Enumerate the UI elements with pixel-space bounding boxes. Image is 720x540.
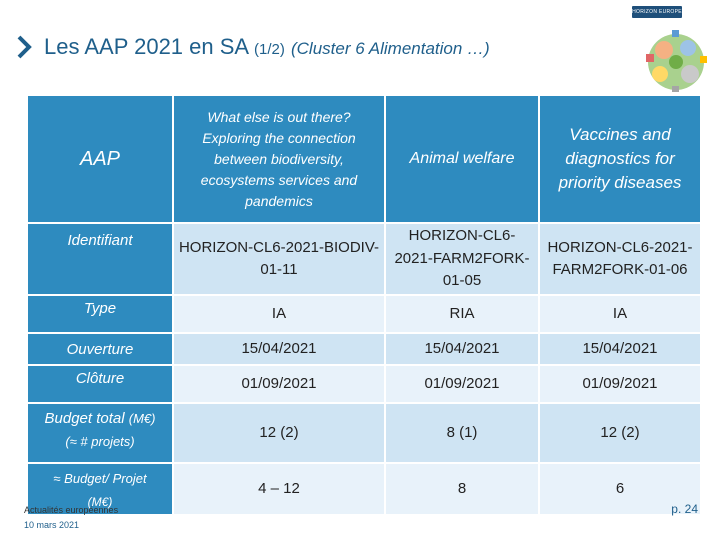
type-2: RIA: [386, 296, 538, 332]
budget-total-label: Budget total: [44, 410, 125, 427]
budget-total-2: 8 (1): [386, 404, 538, 462]
table-row-cloture: Clôture 01/09/2021 01/09/2021 01/09/2021: [28, 366, 700, 402]
table-row-budget-projet: ≈ Budget/ Projet (M€) 4 – 12 8 6: [28, 464, 700, 514]
title-cluster: (Cluster 6 Alimentation …): [290, 39, 490, 58]
title-main: Les AAP 2021 en SA: [44, 34, 248, 59]
table-row-budget-total: Budget total (M€) (≈ # projets) 12 (2) 8…: [28, 404, 700, 462]
budget-projet-2: 8: [386, 464, 538, 514]
cloture-1: 01/09/2021: [174, 366, 384, 402]
budget-projet-label: ≈ Budget/ Projet: [53, 471, 147, 486]
call-title-3: Vaccines and diagnostics for priority di…: [540, 96, 700, 222]
table-row-ouverture: Ouverture 15/04/2021 15/04/2021 15/04/20…: [28, 334, 700, 364]
table-header-row: AAP What else is out there? Exploring th…: [28, 96, 700, 222]
identifiant-1: HORIZON-CL6-2021-BIODIV-01-11: [174, 224, 384, 294]
ouverture-3: 15/04/2021: [540, 334, 700, 364]
budget-total-1: 12 (2): [174, 404, 384, 462]
row-label-budget-total: Budget total (M€) (≈ # projets): [28, 404, 172, 462]
horizon-europe-badge: HORIZON EUROPE: [632, 6, 682, 18]
calls-table: AAP What else is out there? Exploring th…: [26, 94, 702, 516]
title-part: (1/2): [254, 41, 285, 58]
cloture-3: 01/09/2021: [540, 366, 700, 402]
row-label-ouverture: Ouverture: [28, 334, 172, 364]
budget-projet-3: 6: [540, 464, 700, 514]
type-1: IA: [174, 296, 384, 332]
identifiant-2: HORIZON-CL6-2021-FARM2FORK-01-05: [386, 224, 538, 294]
ouverture-1: 15/04/2021: [174, 334, 384, 364]
slide-title: Les AAP 2021 en SA (1/2) (Cluster 6 Alim…: [44, 34, 490, 60]
budget-total-3: 12 (2): [540, 404, 700, 462]
page-number: p. 24: [671, 502, 698, 516]
budget-projet-1: 4 – 12: [174, 464, 384, 514]
footer-title: Actualités européennes: [24, 505, 119, 515]
row-label-type: Type: [28, 296, 172, 332]
call-title-1: What else is out there? Exploring the co…: [174, 96, 384, 222]
footer: Actualités européennes 10 mars 2021: [24, 503, 118, 533]
row-label-cloture: Clôture: [28, 366, 172, 402]
identifiant-3: HORIZON-CL6-2021-FARM2FORK-01-06: [540, 224, 700, 294]
budget-total-unit: (M€): [128, 411, 156, 426]
table-row-identifiant: Identifiant HORIZON-CL6-2021-BIODIV-01-1…: [28, 224, 700, 294]
footer-date: 10 mars 2021: [24, 520, 80, 530]
call-title-2: Animal welfare: [386, 96, 538, 222]
budget-projet-unit: (M€): [87, 494, 113, 509]
row-label-budget-projet: ≈ Budget/ Projet (M€): [28, 464, 172, 514]
slide-title-row: Les AAP 2021 en SA (1/2) (Cluster 6 Alim…: [14, 30, 490, 64]
type-3: IA: [540, 296, 700, 332]
budget-total-sub: (≈ # projets): [65, 433, 135, 449]
cluster-food-logo: [646, 30, 707, 92]
row-label-aap: AAP: [28, 96, 172, 222]
ouverture-2: 15/04/2021: [386, 334, 538, 364]
chevron-right-icon: [17, 35, 32, 59]
table-row-type: Type IA RIA IA: [28, 296, 700, 332]
row-label-identifiant: Identifiant: [28, 224, 172, 294]
cloture-2: 01/09/2021: [386, 366, 538, 402]
